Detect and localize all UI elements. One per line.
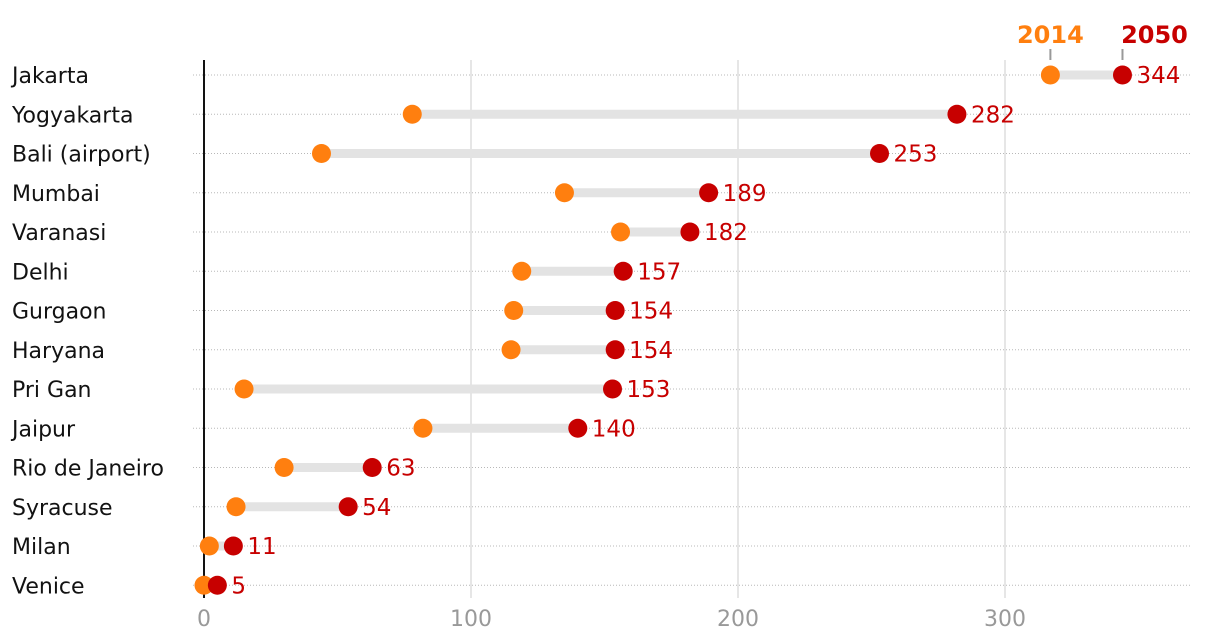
category-label: Venice bbox=[12, 574, 85, 599]
category-label: Syracuse bbox=[12, 496, 113, 521]
legend-label-2014: 2014 bbox=[1017, 21, 1084, 49]
category-label: Pri Gan bbox=[12, 378, 92, 403]
point-2050 bbox=[605, 340, 625, 360]
point-2050 bbox=[1112, 65, 1132, 85]
point-2014 bbox=[611, 222, 631, 242]
point-2014 bbox=[226, 497, 246, 517]
point-2050 bbox=[605, 301, 625, 320]
x-tick-label: 200 bbox=[717, 607, 759, 632]
value-label: 282 bbox=[971, 102, 1015, 128]
point-2050 bbox=[947, 104, 967, 124]
point-2014 bbox=[504, 301, 524, 320]
point-2014 bbox=[274, 458, 294, 477]
value-label: 189 bbox=[723, 181, 767, 207]
point-2014 bbox=[413, 418, 433, 438]
point-2014 bbox=[554, 183, 574, 203]
value-label: 344 bbox=[1136, 63, 1180, 89]
value-label: 5 bbox=[231, 573, 246, 599]
category-label: Varanasi bbox=[12, 221, 106, 246]
point-2014 bbox=[199, 536, 219, 556]
category-label: Rio de Janeiro bbox=[12, 457, 164, 482]
x-tick-label: 0 bbox=[197, 607, 211, 632]
point-2014 bbox=[234, 379, 254, 399]
value-label: 63 bbox=[386, 456, 415, 482]
point-2050 bbox=[223, 536, 243, 556]
category-label: Haryana bbox=[12, 339, 105, 364]
point-2014 bbox=[1040, 65, 1060, 85]
x-tick-label: 300 bbox=[984, 607, 1026, 632]
point-2014 bbox=[402, 104, 422, 124]
point-2014 bbox=[311, 144, 331, 163]
rows-layer: Jakarta 344 Yogyakarta 282 Bali (airport) 253… bbox=[10, 63, 1190, 599]
category-label: Bali (airport) bbox=[12, 143, 151, 168]
category-label: Milan bbox=[12, 535, 71, 560]
value-label: 154 bbox=[629, 299, 673, 325]
point-2014 bbox=[512, 261, 532, 281]
point-2014 bbox=[194, 575, 214, 595]
value-label: 140 bbox=[592, 416, 636, 442]
value-label: 153 bbox=[627, 377, 671, 403]
point-2050 bbox=[362, 458, 382, 477]
category-label: Jakarta bbox=[10, 64, 89, 89]
category-label: Delhi bbox=[12, 260, 69, 285]
point-2050 bbox=[699, 183, 719, 203]
value-label: 154 bbox=[629, 338, 673, 364]
category-label: Jaipur bbox=[10, 417, 76, 442]
value-label: 182 bbox=[704, 220, 748, 246]
category-label: Gurgaon bbox=[12, 300, 107, 325]
point-2014 bbox=[501, 340, 521, 360]
value-label: 54 bbox=[362, 495, 391, 521]
point-2050 bbox=[680, 222, 700, 242]
value-label: 11 bbox=[247, 534, 276, 560]
grid-layer: 0 100 200 300 bbox=[197, 60, 1026, 632]
value-label: 253 bbox=[894, 142, 938, 168]
value-label: 157 bbox=[637, 259, 681, 285]
point-2050 bbox=[613, 261, 633, 281]
legend: 2014 2050 bbox=[1017, 21, 1188, 60]
point-2050 bbox=[338, 497, 358, 517]
legend-label-2050: 2050 bbox=[1121, 21, 1188, 49]
point-2050 bbox=[568, 418, 588, 438]
category-label: Mumbai bbox=[12, 182, 100, 207]
point-2050 bbox=[207, 575, 227, 595]
point-2050 bbox=[870, 144, 890, 163]
point-2050 bbox=[603, 379, 623, 399]
x-tick-label: 100 bbox=[450, 607, 492, 632]
category-label: Yogyakarta bbox=[11, 103, 133, 128]
